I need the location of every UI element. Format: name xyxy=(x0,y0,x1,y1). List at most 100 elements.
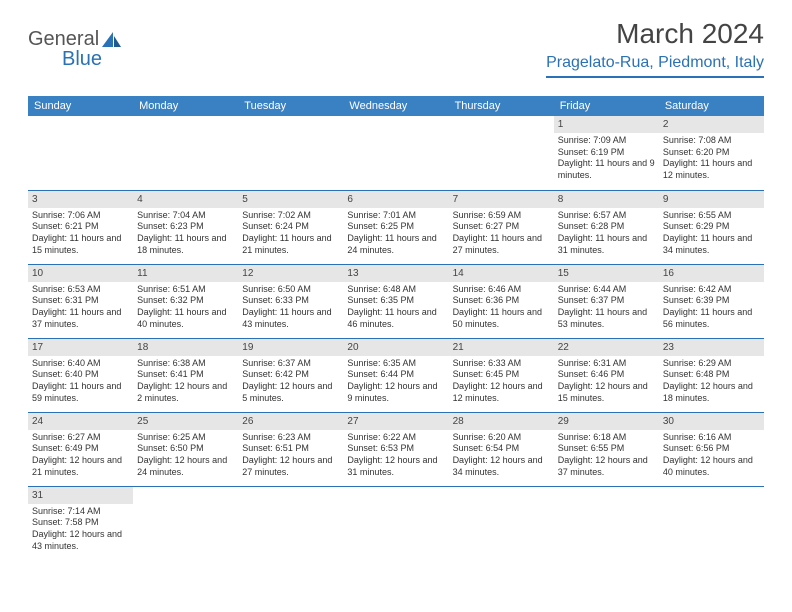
sunset-line: Sunset: 6:55 PM xyxy=(558,443,655,455)
sunrise-line: Sunrise: 7:04 AM xyxy=(137,210,234,222)
sunset-line: Sunset: 6:41 PM xyxy=(137,369,234,381)
calendar-day-cell: 15Sunrise: 6:44 AMSunset: 6:37 PMDayligh… xyxy=(554,264,659,338)
day-content: Sunrise: 6:27 AMSunset: 6:49 PMDaylight:… xyxy=(28,430,133,481)
daylight-line: Daylight: 11 hours and 59 minutes. xyxy=(32,381,129,404)
calendar-day-cell xyxy=(343,116,448,190)
calendar-day-cell: 22 Sunrise: 6:31 AMSunset: 6:46 PMDayligh… xyxy=(554,338,659,412)
sunset-line: Sunset: 6:28 PM xyxy=(558,221,655,233)
calendar-day-cell: 4Sunrise: 7:04 AMSunset: 6:23 PMDaylight… xyxy=(133,190,238,264)
page-title: March 2024 xyxy=(546,18,764,50)
daylight-line: Daylight: 11 hours and 53 minutes. xyxy=(558,307,655,330)
day-number: 28 xyxy=(449,413,554,430)
daylight-line: Daylight: 12 hours and 24 minutes. xyxy=(137,455,234,478)
weekday-header: Wednesday xyxy=(343,96,448,116)
day-content: Sunrise: 7:06 AMSunset: 6:21 PMDaylight:… xyxy=(28,208,133,259)
weekday-header-row: SundayMondayTuesdayWednesdayThursdayFrid… xyxy=(28,96,764,116)
daylight-line: Daylight: 12 hours and 9 minutes. xyxy=(347,381,444,404)
calendar-day-cell: 31Sunrise: 7:14 AMSunset: 7:58 PMDayligh… xyxy=(28,486,133,560)
calendar-day-cell: 5Sunrise: 7:02 AMSunset: 6:24 PMDaylight… xyxy=(238,190,343,264)
daylight-line: Daylight: 11 hours and 40 minutes. xyxy=(137,307,234,330)
daylight-line: Daylight: 11 hours and 31 minutes. xyxy=(558,233,655,256)
calendar-day-cell xyxy=(28,116,133,190)
day-content: Sunrise: 7:01 AMSunset: 6:25 PMDaylight:… xyxy=(343,208,448,259)
day-content: Sunrise: 6:55 AMSunset: 6:29 PMDaylight:… xyxy=(659,208,764,259)
sunset-line: Sunset: 6:19 PM xyxy=(558,147,655,159)
daylight-line: Daylight: 11 hours and 9 minutes. xyxy=(558,158,655,181)
calendar-day-cell: 2Sunrise: 7:08 AMSunset: 6:20 PMDaylight… xyxy=(659,116,764,190)
sunrise-line: Sunrise: 6:33 AM xyxy=(453,358,550,370)
calendar-day-cell xyxy=(449,116,554,190)
day-content: Sunrise: 6:35 AMSunset: 6:44 PMDaylight:… xyxy=(343,356,448,407)
sunrise-line: Sunrise: 7:06 AM xyxy=(32,210,129,222)
calendar-day-cell: 19Sunrise: 6:37 AMSunset: 6:42 PMDayligh… xyxy=(238,338,343,412)
daylight-line: Daylight: 12 hours and 31 minutes. xyxy=(347,455,444,478)
day-number: 17 xyxy=(28,339,133,356)
calendar-day-cell: 28Sunrise: 6:20 AMSunset: 6:54 PMDayligh… xyxy=(449,412,554,486)
daylight-line: Daylight: 11 hours and 43 minutes. xyxy=(242,307,339,330)
calendar-day-cell: 21Sunrise: 6:33 AMSunset: 6:45 PMDayligh… xyxy=(449,338,554,412)
sunset-line: Sunset: 6:36 PM xyxy=(453,295,550,307)
daylight-line: Daylight: 12 hours and 18 minutes. xyxy=(663,381,760,404)
sunrise-line: Sunrise: 6:37 AM xyxy=(242,358,339,370)
daylight-line: Daylight: 12 hours and 27 minutes. xyxy=(242,455,339,478)
weekday-header: Tuesday xyxy=(238,96,343,116)
day-content: Sunrise: 6:48 AMSunset: 6:35 PMDaylight:… xyxy=(343,282,448,333)
sunset-line: Sunset: 6:32 PM xyxy=(137,295,234,307)
calendar-day-cell: 3Sunrise: 7:06 AMSunset: 6:21 PMDaylight… xyxy=(28,190,133,264)
day-number: 29 xyxy=(554,413,659,430)
day-number: 22 xyxy=(554,339,659,356)
day-number: 7 xyxy=(449,191,554,208)
day-content: Sunrise: 6:40 AMSunset: 6:40 PMDaylight:… xyxy=(28,356,133,407)
sunrise-line: Sunrise: 6:46 AM xyxy=(453,284,550,296)
calendar-day-cell xyxy=(238,116,343,190)
day-number: 4 xyxy=(133,191,238,208)
day-number: 8 xyxy=(554,191,659,208)
calendar-day-cell: 26Sunrise: 6:23 AMSunset: 6:51 PMDayligh… xyxy=(238,412,343,486)
day-number: 24 xyxy=(28,413,133,430)
sunset-line: Sunset: 6:37 PM xyxy=(558,295,655,307)
day-content: Sunrise: 6:18 AMSunset: 6:55 PMDaylight:… xyxy=(554,430,659,481)
day-content: Sunrise: 6:51 AMSunset: 6:32 PMDaylight:… xyxy=(133,282,238,333)
daylight-line: Daylight: 12 hours and 34 minutes. xyxy=(453,455,550,478)
sunrise-line: Sunrise: 6:42 AM xyxy=(663,284,760,296)
sunrise-line: Sunrise: 7:09 AM xyxy=(558,135,655,147)
calendar-day-cell: 18Sunrise: 6:38 AMSunset: 6:41 PMDayligh… xyxy=(133,338,238,412)
day-number: 20 xyxy=(343,339,448,356)
sunrise-line: Sunrise: 7:01 AM xyxy=(347,210,444,222)
sunrise-line: Sunrise: 6:29 AM xyxy=(663,358,760,370)
day-number: 15 xyxy=(554,265,659,282)
day-number: 2 xyxy=(659,116,764,133)
sunrise-line: Sunrise: 6:48 AM xyxy=(347,284,444,296)
calendar-day-cell xyxy=(343,486,448,560)
day-number: 9 xyxy=(659,191,764,208)
calendar-week-row: 3Sunrise: 7:06 AMSunset: 6:21 PMDaylight… xyxy=(28,190,764,264)
calendar-day-cell: 29Sunrise: 6:18 AMSunset: 6:55 PMDayligh… xyxy=(554,412,659,486)
daylight-line: Daylight: 12 hours and 21 minutes. xyxy=(32,455,129,478)
calendar-day-cell: 8 Sunrise: 6:57 AMSunset: 6:28 PMDaylight… xyxy=(554,190,659,264)
day-number: 25 xyxy=(133,413,238,430)
sunrise-line: Sunrise: 6:25 AM xyxy=(137,432,234,444)
header: March 2024 Pragelato-Rua, Piedmont, Ital… xyxy=(546,18,764,78)
sunset-line: Sunset: 6:53 PM xyxy=(347,443,444,455)
day-content: Sunrise: 6:29 AMSunset: 6:48 PMDaylight:… xyxy=(659,356,764,407)
day-number: 6 xyxy=(343,191,448,208)
sunrise-line: Sunrise: 6:31 AM xyxy=(558,358,655,370)
calendar-day-cell: 17Sunrise: 6:40 AMSunset: 6:40 PMDayligh… xyxy=(28,338,133,412)
day-content: Sunrise: 6:20 AMSunset: 6:54 PMDaylight:… xyxy=(449,430,554,481)
sunset-line: Sunset: 6:50 PM xyxy=(137,443,234,455)
sunset-line: Sunset: 6:46 PM xyxy=(558,369,655,381)
daylight-line: Daylight: 12 hours and 15 minutes. xyxy=(558,381,655,404)
day-content: Sunrise: 6:25 AMSunset: 6:50 PMDaylight:… xyxy=(133,430,238,481)
day-content: Sunrise: 6:42 AMSunset: 6:39 PMDaylight:… xyxy=(659,282,764,333)
sunset-line: Sunset: 6:24 PM xyxy=(242,221,339,233)
sunrise-line: Sunrise: 6:22 AM xyxy=(347,432,444,444)
weekday-header: Friday xyxy=(554,96,659,116)
sunrise-line: Sunrise: 6:57 AM xyxy=(558,210,655,222)
calendar-table: SundayMondayTuesdayWednesdayThursdayFrid… xyxy=(28,96,764,560)
daylight-line: Daylight: 11 hours and 46 minutes. xyxy=(347,307,444,330)
day-content: Sunrise: 6:16 AMSunset: 6:56 PMDaylight:… xyxy=(659,430,764,481)
sunset-line: Sunset: 6:49 PM xyxy=(32,443,129,455)
calendar-day-cell: 30Sunrise: 6:16 AMSunset: 6:56 PMDayligh… xyxy=(659,412,764,486)
day-number: 30 xyxy=(659,413,764,430)
calendar-day-cell xyxy=(133,486,238,560)
